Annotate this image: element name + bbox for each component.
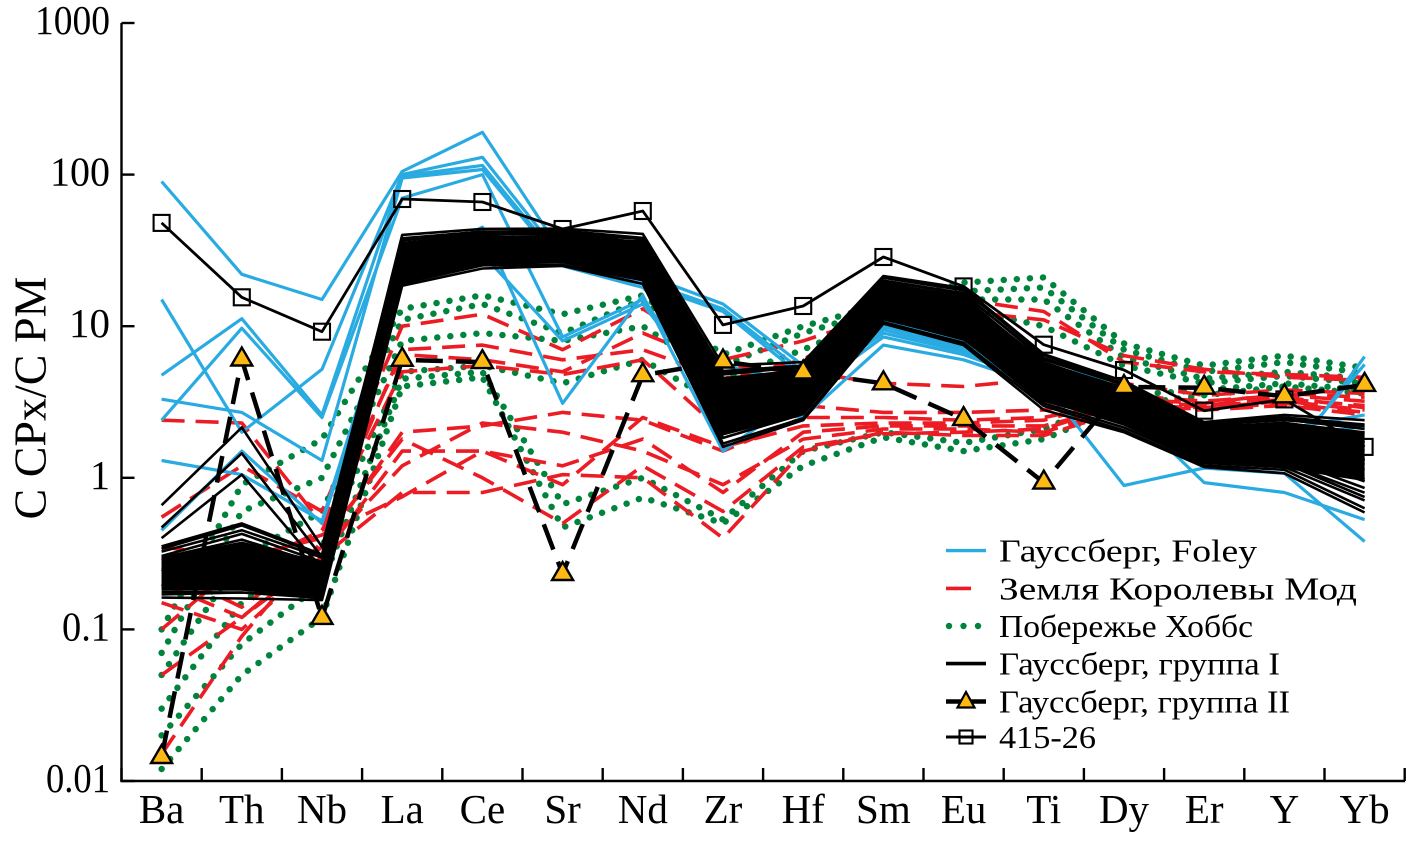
svg-text:Земля Королевы Мод: Земля Королевы Мод [999,570,1357,606]
svg-text:Dy: Dy [1099,786,1150,832]
svg-text:1000: 1000 [35,0,110,43]
svg-text:Sr: Sr [544,786,581,832]
svg-text:Nd: Nd [618,786,668,832]
svg-text:Th: Th [219,786,265,832]
svg-text:Zr: Zr [704,786,743,832]
svg-text:Ti: Ti [1026,786,1061,832]
svg-text:Sm: Sm [856,786,911,832]
svg-text:100: 100 [50,149,110,195]
svg-text:Гауссберг, группа I: Гауссберг, группа I [999,646,1280,682]
svg-text:Гауссберг, группа II: Гауссберг, группа II [999,684,1290,720]
svg-text:Nb: Nb [297,786,347,832]
svg-text:Гауссберг, Foley: Гауссберг, Foley [999,533,1257,569]
svg-text:La: La [381,786,424,832]
svg-text:1: 1 [90,452,110,498]
svg-text:0.1: 0.1 [62,603,110,649]
svg-text:Er: Er [1185,786,1224,832]
svg-text:Y: Y [1270,786,1300,832]
svg-text:Ce: Ce [460,786,506,832]
svg-text:10: 10 [69,300,110,346]
svg-text:C CPx/C PM: C CPx/C PM [5,277,56,520]
svg-text:415-26: 415-26 [999,719,1096,755]
svg-text:0.01: 0.01 [46,755,110,801]
svg-text:Yb: Yb [1340,786,1390,832]
svg-text:Hf: Hf [782,786,826,832]
svg-text:Побережье Хоббс: Побережье Хоббс [999,608,1253,644]
svg-text:Ba: Ba [139,786,185,832]
svg-text:Eu: Eu [941,786,987,832]
